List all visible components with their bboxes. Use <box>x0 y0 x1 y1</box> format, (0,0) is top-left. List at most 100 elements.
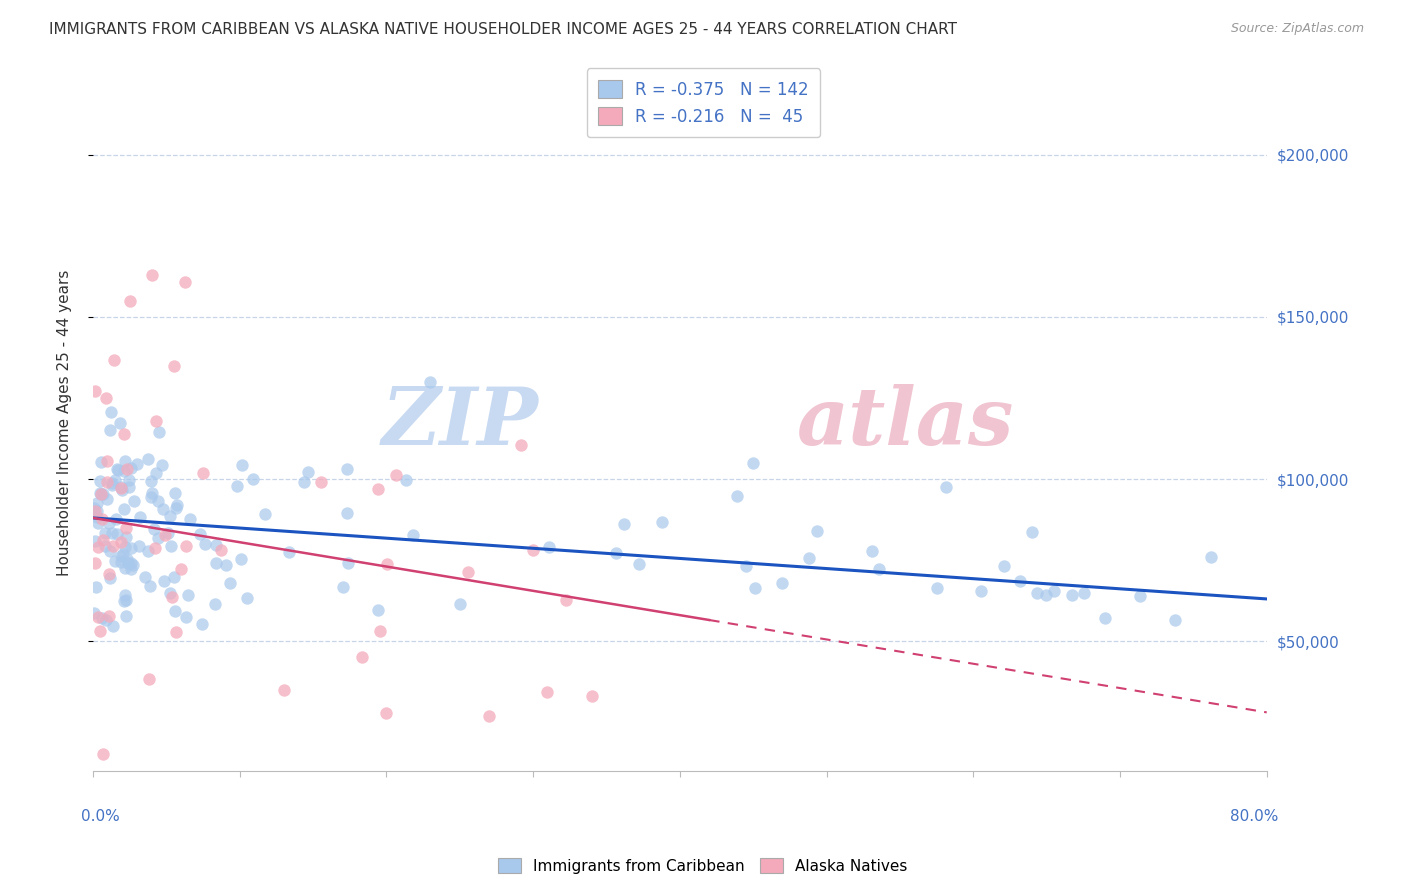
Point <box>336 556 359 570</box>
Point <box>87 516 110 530</box>
Point <box>98 571 121 585</box>
Point <box>125 458 148 472</box>
Point <box>367 603 389 617</box>
Point <box>1129 589 1152 603</box>
Point <box>152 458 174 472</box>
Point <box>159 586 181 600</box>
Point <box>925 581 948 595</box>
Point <box>510 438 533 452</box>
Point <box>174 275 197 289</box>
Point <box>522 543 544 558</box>
Point <box>419 375 441 389</box>
Point <box>375 557 398 571</box>
Point <box>176 589 198 603</box>
Point <box>191 466 214 480</box>
Text: IMMIGRANTS FROM CARIBBEAN VS ALASKA NATIVE HOUSEHOLDER INCOME AGES 25 - 44 YEARS: IMMIGRANTS FROM CARIBBEAN VS ALASKA NATI… <box>49 22 957 37</box>
Point <box>139 579 162 593</box>
Point <box>148 494 170 508</box>
Point <box>159 508 181 523</box>
Point <box>163 485 186 500</box>
Point <box>101 476 124 491</box>
Point <box>117 556 139 570</box>
Point <box>115 521 138 535</box>
Point <box>110 555 132 569</box>
Point <box>336 506 359 520</box>
Point <box>83 606 105 620</box>
Point <box>110 417 132 431</box>
Point <box>336 461 359 475</box>
Point <box>94 525 117 540</box>
Point <box>205 556 228 570</box>
Point <box>143 541 166 556</box>
Point <box>1199 549 1222 564</box>
Point <box>215 558 238 573</box>
Point <box>93 533 115 548</box>
Point <box>145 466 167 480</box>
Point <box>148 425 170 439</box>
Point <box>457 565 479 579</box>
Point <box>163 604 186 618</box>
Point <box>110 549 132 563</box>
Point <box>120 556 142 570</box>
Point <box>143 522 166 536</box>
Point <box>83 384 105 399</box>
Point <box>105 527 128 541</box>
Point <box>94 391 117 405</box>
Point <box>204 597 226 611</box>
Point <box>115 552 138 566</box>
Point <box>176 610 198 624</box>
Point <box>993 559 1015 574</box>
Point <box>194 537 217 551</box>
Point <box>163 359 186 373</box>
Text: 0.0%: 0.0% <box>82 809 120 824</box>
Point <box>84 504 107 518</box>
Y-axis label: Householder Income Ages 25 - 44 years: Householder Income Ages 25 - 44 years <box>58 269 72 575</box>
Point <box>84 556 107 570</box>
Point <box>104 554 127 568</box>
Point <box>87 540 110 554</box>
Point <box>84 534 107 549</box>
Point <box>165 625 187 640</box>
Point <box>395 473 418 487</box>
Point <box>136 452 159 467</box>
Point <box>170 562 193 576</box>
Point <box>96 491 118 506</box>
Point <box>112 464 135 478</box>
Point <box>115 530 138 544</box>
Point <box>114 561 136 575</box>
Point <box>868 562 890 576</box>
Point <box>191 617 214 632</box>
Point <box>114 540 136 554</box>
Point <box>105 512 128 526</box>
Point <box>141 486 163 500</box>
Point <box>101 525 124 540</box>
Point <box>101 619 124 633</box>
Point <box>613 516 636 531</box>
Point <box>1021 525 1043 540</box>
Point <box>1008 574 1031 588</box>
Point <box>91 487 114 501</box>
Point <box>554 593 576 607</box>
Point <box>165 501 187 516</box>
Point <box>797 551 820 566</box>
Point <box>112 426 135 441</box>
Point <box>89 624 111 639</box>
Point <box>107 462 129 476</box>
Point <box>1073 586 1095 600</box>
Point <box>94 539 117 553</box>
Point <box>120 562 142 576</box>
Point <box>205 538 228 552</box>
Point <box>91 610 114 624</box>
Text: 80.0%: 80.0% <box>1230 809 1278 824</box>
Point <box>402 528 425 542</box>
Point <box>87 610 110 624</box>
Point <box>139 474 162 488</box>
Point <box>96 454 118 468</box>
Point <box>90 512 112 526</box>
Point <box>115 609 138 624</box>
Text: Source: ZipAtlas.com: Source: ZipAtlas.com <box>1230 22 1364 36</box>
Point <box>537 541 560 555</box>
Point <box>1164 613 1187 627</box>
Point <box>112 593 135 607</box>
Point <box>744 581 766 595</box>
